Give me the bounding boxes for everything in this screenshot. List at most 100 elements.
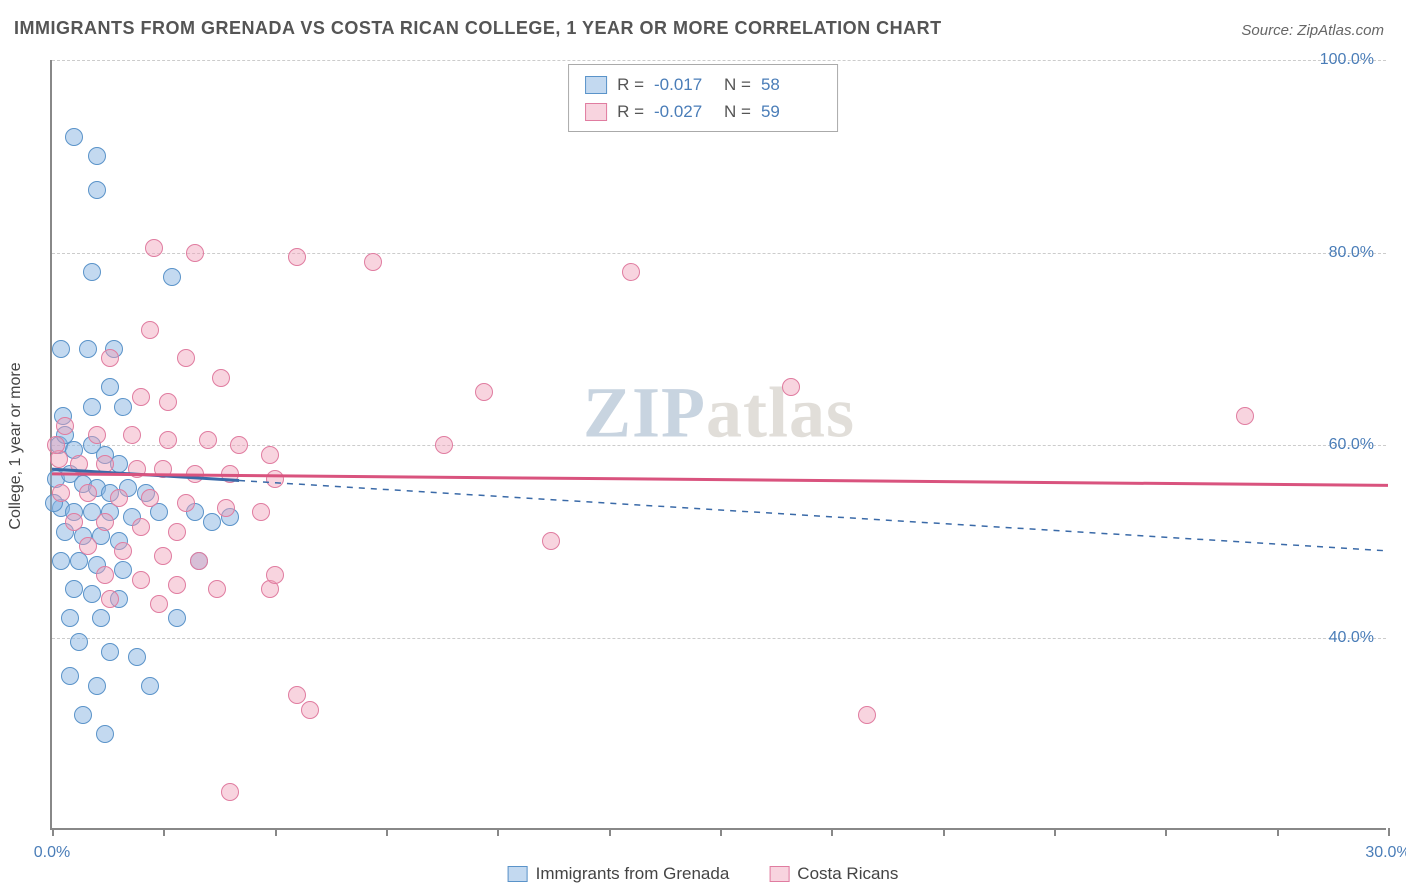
legend-label: Immigrants from Grenada [536,864,730,884]
legend-swatch [585,76,607,94]
data-point [79,340,97,358]
data-point [114,398,132,416]
data-point [208,580,226,598]
chart-title: IMMIGRANTS FROM GRENADA VS COSTA RICAN C… [14,18,942,39]
data-point [101,349,119,367]
data-point [83,585,101,603]
data-point [88,181,106,199]
legend-swatch [769,866,789,882]
data-point [168,576,186,594]
data-point [266,470,284,488]
data-point [199,431,217,449]
plot-area: ZIPatlas 40.0%60.0%80.0%100.0%0.0%30.0% [50,60,1386,830]
legend-item: Costa Ricans [769,864,898,884]
data-point [110,489,128,507]
gridline [52,638,1386,639]
data-point [96,513,114,531]
data-point [168,609,186,627]
legend-r-label: R = [617,98,644,125]
x-tick [1054,828,1056,836]
legend-label: Costa Ricans [797,864,898,884]
data-point [542,532,560,550]
data-point [132,518,150,536]
data-point [101,378,119,396]
data-point [364,253,382,271]
data-point [61,609,79,627]
data-point [288,248,306,266]
data-point [128,460,146,478]
data-point [186,465,204,483]
data-point [47,436,65,454]
data-point [261,446,279,464]
data-point [83,263,101,281]
data-point [266,566,284,584]
legend-r-label: R = [617,71,644,98]
data-point [92,609,110,627]
y-tick-label: 100.0% [1320,51,1374,69]
gridline [52,60,1386,61]
data-point [159,393,177,411]
data-point [114,561,132,579]
data-point [858,706,876,724]
data-point [203,513,221,531]
data-point [123,426,141,444]
data-point [141,321,159,339]
data-point [96,566,114,584]
data-point [230,436,248,454]
legend-n-value: 59 [761,98,821,125]
gridline [52,253,1386,254]
legend-row: R = -0.027 N = 59 [585,98,821,125]
data-point [79,484,97,502]
x-tick [52,828,54,836]
x-tick [1277,828,1279,836]
y-axis-label: College, 1 year or more [7,362,25,529]
data-point [65,580,83,598]
data-point [212,369,230,387]
data-point [782,378,800,396]
correlation-legend: R =-0.017N =58R =-0.027N =59 [568,64,838,132]
data-point [435,436,453,454]
x-tick [720,828,722,836]
legend-n-label: N = [724,71,751,98]
data-point [61,667,79,685]
data-point [70,633,88,651]
y-tick-label: 40.0% [1329,629,1374,647]
watermark: ZIPatlas [583,372,855,455]
data-point [52,552,70,570]
legend-r-value: -0.027 [654,98,714,125]
data-point [1236,407,1254,425]
data-point [128,648,146,666]
data-point [150,595,168,613]
legend-r-value: -0.017 [654,71,714,98]
data-point [145,239,163,257]
data-point [74,706,92,724]
legend-swatch [508,866,528,882]
data-point [101,643,119,661]
data-point [132,388,150,406]
x-tick [497,828,499,836]
data-point [88,147,106,165]
series-legend: Immigrants from Grenada Costa Ricans [508,864,899,884]
data-point [217,499,235,517]
data-point [65,128,83,146]
data-point [186,244,204,262]
data-point [88,677,106,695]
legend-item: Immigrants from Grenada [508,864,730,884]
data-point [252,503,270,521]
data-point [56,417,74,435]
y-tick-label: 80.0% [1329,244,1374,262]
data-point [190,552,208,570]
x-tick-label: 0.0% [34,844,70,862]
legend-n-label: N = [724,98,751,125]
data-point [70,455,88,473]
data-point [88,426,106,444]
data-point [177,349,195,367]
data-point [96,725,114,743]
data-point [288,686,306,704]
x-tick [1165,828,1167,836]
data-point [177,494,195,512]
x-tick [609,828,611,836]
data-point [52,484,70,502]
data-point [141,489,159,507]
data-point [114,542,132,560]
